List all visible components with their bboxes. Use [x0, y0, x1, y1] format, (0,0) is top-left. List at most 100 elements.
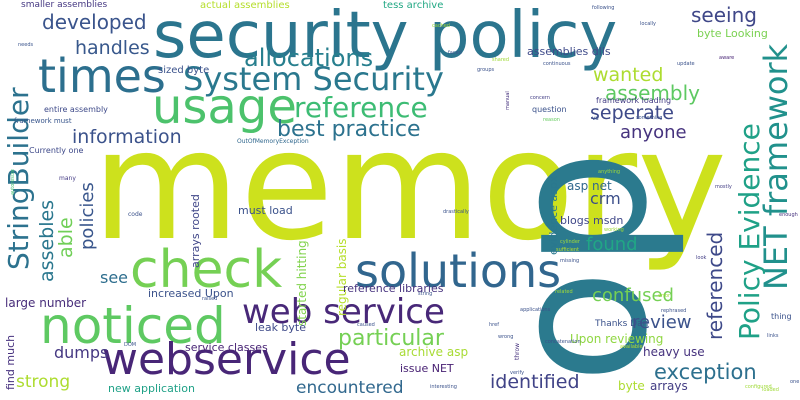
cloud-word: review — [632, 312, 692, 333]
cloud-word: rephrased — [661, 308, 687, 314]
cloud-word: service classes — [185, 341, 268, 354]
cloud-word: working — [604, 227, 624, 233]
cloud-word: evidence aspx — [547, 175, 560, 255]
cloud-word: new application — [108, 382, 195, 395]
cloud-word: configured — [745, 384, 772, 390]
cloud-word: cached — [432, 23, 450, 29]
cloud-word: Thanks Dan — [595, 319, 649, 329]
cloud-word: cylinder — [560, 239, 580, 245]
cloud-word: loaded — [762, 387, 779, 393]
cloud-word: find much — [4, 334, 17, 390]
cloud-word: blogs msdn — [560, 214, 624, 227]
cloud-word: leak byte — [255, 321, 307, 334]
cloud-word: update — [677, 61, 695, 67]
cloud-word: byte Looking — [697, 27, 768, 40]
cloud-word: vs — [592, 115, 599, 122]
cloud-word: archive asp — [399, 345, 469, 359]
cloud-word: something — [636, 115, 663, 121]
cloud-word: framework must — [14, 117, 72, 125]
cloud-word: thing — [771, 312, 792, 321]
cloud-word: shared — [492, 57, 510, 63]
cloud-word: strong — [16, 372, 71, 392]
cloud-word: sufficient — [556, 247, 579, 253]
cloud-word: solutions — [355, 244, 562, 298]
cloud-word: concern — [530, 95, 550, 101]
cloud-word: see — [100, 268, 129, 287]
cloud-word: Currently one — [29, 146, 84, 155]
cloud-word: missing — [560, 258, 580, 264]
cloud-word: reason — [543, 117, 560, 123]
cloud-word: usage — [152, 79, 297, 135]
cloud-word: Upon reviewing — [570, 332, 664, 346]
cloud-word: started hitting — [295, 240, 309, 326]
cloud-word: following — [592, 5, 615, 11]
cloud-word: confused — [592, 285, 674, 306]
cloud-word: particular — [338, 326, 444, 351]
cloud-word: encountered — [296, 378, 404, 398]
cloud-word: look — [696, 255, 707, 261]
cloud-word: string — [418, 291, 433, 297]
cloud-word: OutOfMemoryException — [237, 138, 309, 145]
cloud-word: best practice — [277, 117, 421, 142]
cloud-word: found — [586, 234, 638, 255]
cloud-word: groups — [477, 67, 495, 73]
cloud-word: needs — [18, 42, 34, 48]
cloud-word: many — [59, 175, 76, 182]
cloud-word: seeing — [691, 3, 757, 27]
cloud-word: links — [767, 333, 779, 339]
cloud-word: sized byte — [158, 65, 210, 76]
cloud-word: arrays — [650, 379, 688, 393]
cloud-word: increased Upon — [148, 287, 234, 300]
cloud-word: actual assemblies — [200, 0, 290, 11]
cloud-word: anything — [598, 169, 621, 175]
cloud-word: question — [532, 105, 567, 114]
cloud-word: related — [555, 289, 573, 295]
cloud-word: web service — [242, 292, 445, 332]
cloud-word: assemblies dlls — [527, 45, 611, 58]
cloud-word: faced — [448, 50, 462, 56]
cloud-word: href — [489, 322, 499, 328]
cloud-word: handles — [75, 37, 150, 59]
cloud-word: anyone — [620, 122, 687, 143]
cloud-word: crm — [590, 189, 621, 208]
cloud-word: byte — [618, 379, 645, 393]
cloud-word: caused — [357, 322, 375, 328]
cloud-word: one — [790, 379, 800, 385]
cloud-word: webservice — [102, 334, 351, 385]
cloud-word: mostly — [715, 184, 732, 190]
cloud-word: raised — [202, 296, 218, 302]
cloud-word: entire assembly — [44, 105, 108, 114]
cloud-word: verify — [510, 370, 525, 376]
cloud-word: reference libraries — [343, 282, 444, 295]
cloud-word: applications — [520, 307, 551, 313]
cloud-word: manual — [505, 91, 511, 110]
cloud-word: enough — [779, 212, 798, 218]
cloud-word: memory — [92, 97, 728, 274]
cloud-word: framework loading — [596, 96, 672, 105]
cloud-word: issue NET — [400, 362, 454, 375]
cloud-word: check — [130, 240, 283, 300]
cloud-word: continuous — [543, 61, 571, 67]
cloud-word: dumps — [54, 343, 109, 362]
cloud-word: error — [658, 293, 671, 299]
cloud-word: able — [55, 217, 77, 258]
cloud-word: wrong — [498, 334, 514, 340]
cloud-word: locally — [640, 21, 656, 27]
cloud-word: aware — [719, 55, 735, 61]
cloud-word: noticed — [40, 297, 226, 355]
cloud-word: security policy — [153, 0, 618, 73]
cloud-word: DOM — [124, 342, 137, 348]
cloud-word: arrays rooted — [189, 194, 202, 268]
cloud-word: System Security — [183, 60, 444, 98]
cloud-word: throw — [514, 342, 521, 360]
cloud-word: seperate — [590, 102, 674, 124]
cloud-word: tess archive — [383, 0, 444, 11]
cloud-word: smaller assemblies — [21, 0, 108, 10]
cloud-word: heavy use — [643, 345, 705, 359]
cloud-word: referenced — [703, 231, 727, 340]
cloud-word: must load — [238, 204, 293, 217]
cloud-word: concatenation — [545, 339, 581, 345]
cloud-word: interesting — [430, 384, 457, 390]
cloud-word: code — [128, 211, 143, 218]
